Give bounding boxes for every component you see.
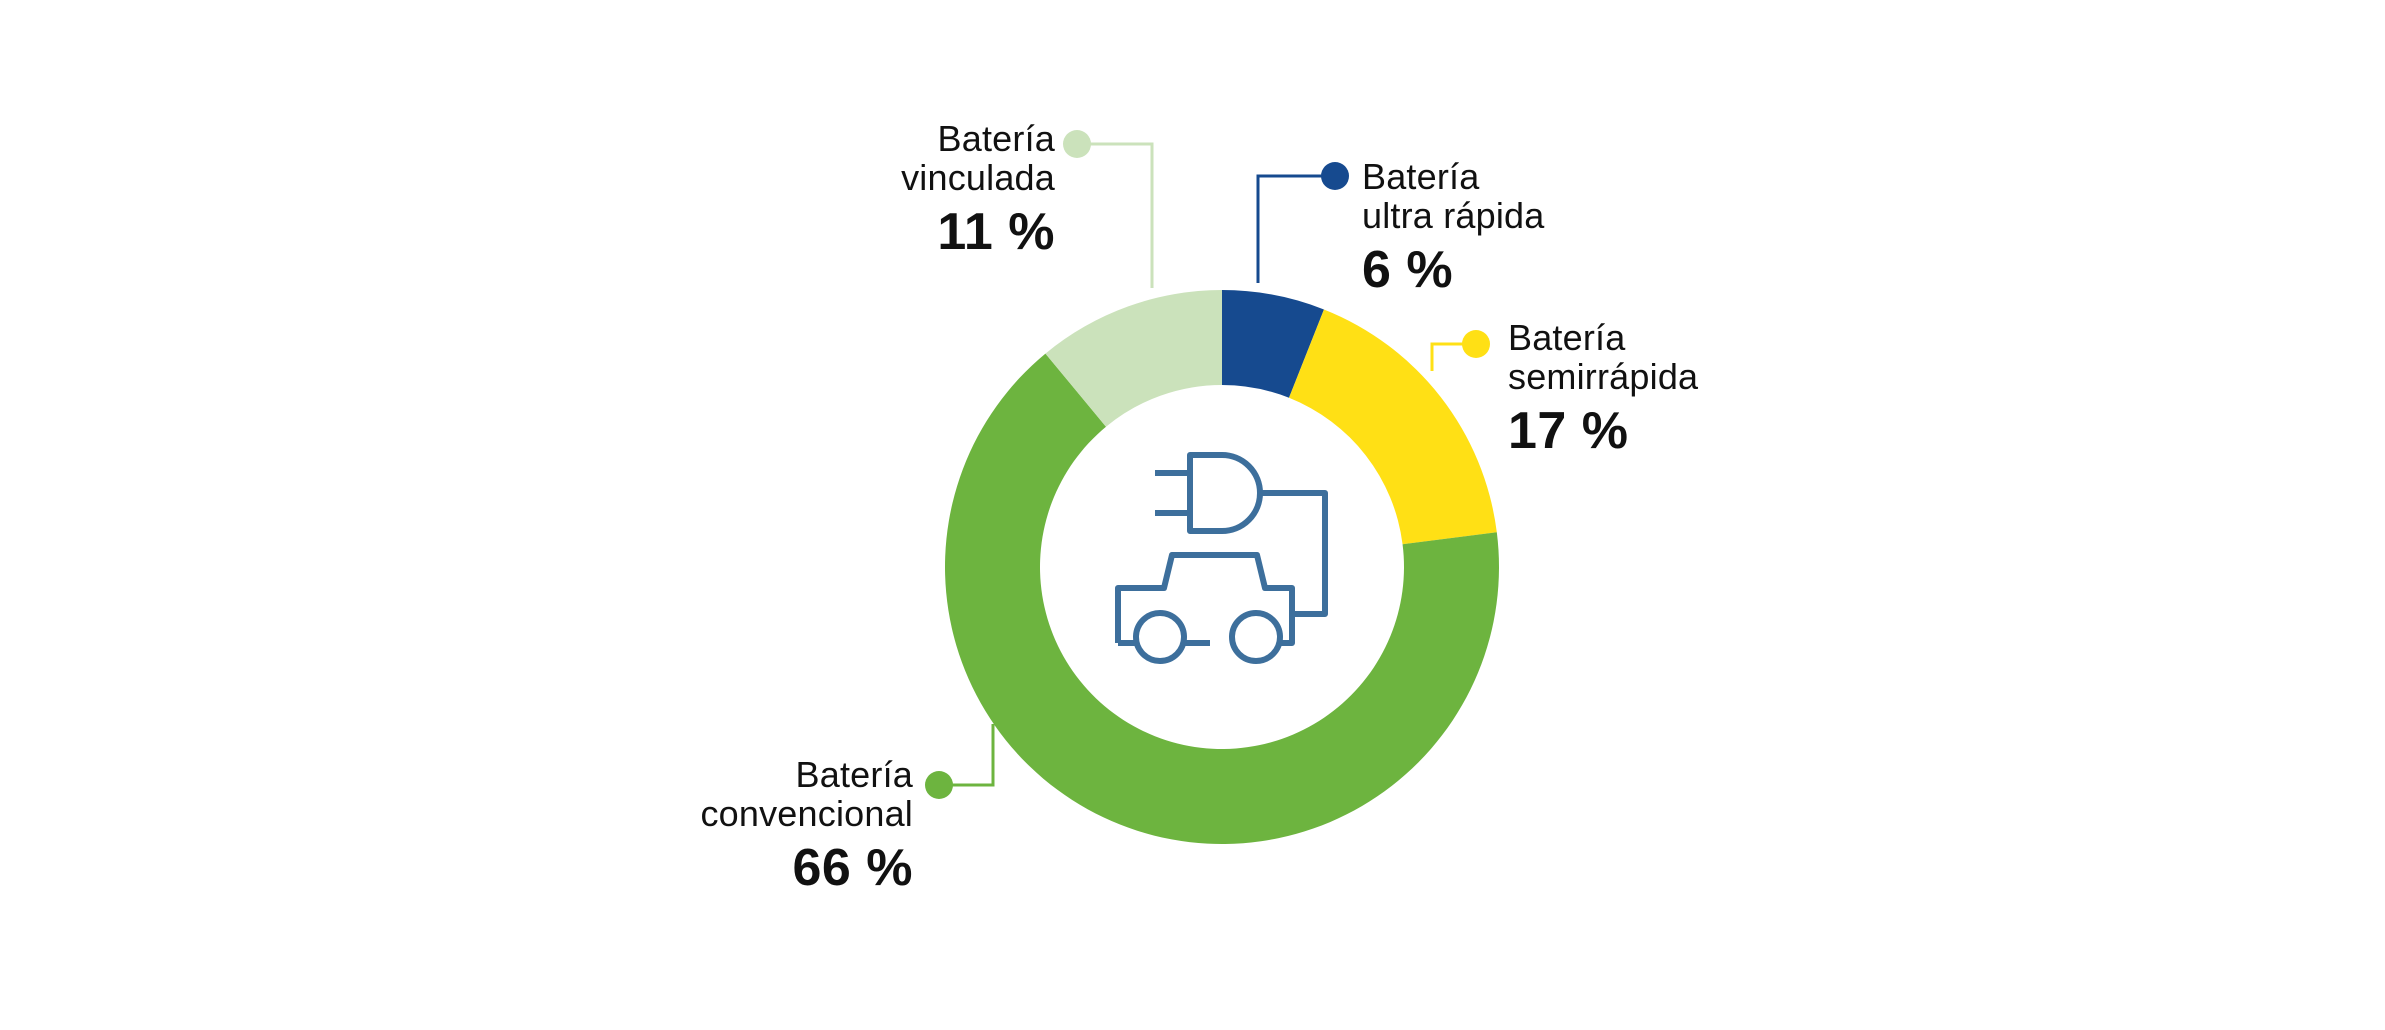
donut-slice-ultra xyxy=(1222,290,1324,398)
callout-percentage: 6 % xyxy=(1362,240,1454,299)
callout-convencional: Batería convencional 66 % xyxy=(700,754,913,897)
callout-label-line1: Batería xyxy=(795,754,913,795)
callout-percentage: 66 % xyxy=(792,838,913,897)
callout-percentage: 17 % xyxy=(1508,401,1629,460)
callout-label-line1: Batería xyxy=(1362,156,1480,197)
donut-slices xyxy=(945,290,1499,845)
callout-percentage: 11 % xyxy=(937,202,1055,261)
leader-line-convencional xyxy=(939,724,995,787)
donut-slice-convencional xyxy=(945,353,1499,845)
car-wheel-rear xyxy=(1133,610,1187,664)
leader-dot-semi xyxy=(1462,330,1490,358)
callout-label-line1: Batería xyxy=(937,118,1055,159)
leader-line-ultra xyxy=(1256,174,1335,283)
callout-label-line2: semirrápida xyxy=(1508,355,1699,397)
callout-label-line1: Batería xyxy=(1508,317,1626,358)
donut-slice-semi xyxy=(1288,309,1497,545)
callout-semirrapida: Batería semirrápida 17 % xyxy=(1508,317,1699,460)
leader-line-vinculada xyxy=(1077,142,1154,288)
callout-ultra-rapida: Batería ultra rápida 6 % xyxy=(1362,156,1545,299)
leader-dot-convencional xyxy=(925,771,953,799)
leader-dot-vinculada xyxy=(1063,130,1091,158)
electric-car-plug-icon xyxy=(1115,452,1328,664)
car-wheel-front xyxy=(1229,610,1283,664)
callout-vinculada: Batería vinculada 11 % xyxy=(901,118,1055,261)
callout-label-line2: vinculada xyxy=(901,156,1055,198)
leader-line-semi xyxy=(1430,342,1476,371)
plug-body xyxy=(1187,452,1263,534)
plug-cable xyxy=(1260,490,1328,617)
callout-leaders xyxy=(925,130,1490,799)
car-body xyxy=(1115,552,1295,646)
leader-dot-ultra xyxy=(1321,162,1349,190)
callout-label-line2: ultra rápida xyxy=(1362,194,1545,236)
callout-label-line2: convencional xyxy=(700,792,913,834)
donut-slice-vinculada xyxy=(1045,290,1222,427)
